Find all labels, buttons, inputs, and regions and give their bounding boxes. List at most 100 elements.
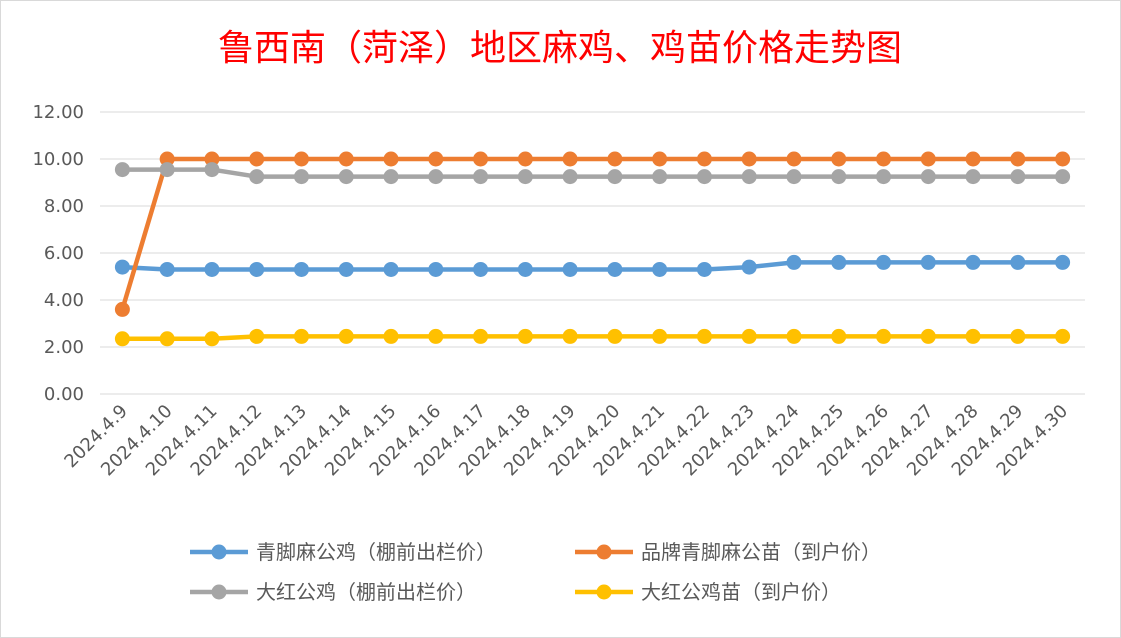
- data-point: [1010, 254, 1026, 270]
- legend: 青脚麻公鸡（棚前出栏价） 品牌青脚麻公苗（到户价） 大红公鸡（棚前出栏价） 大红公鸡苗…: [190, 540, 881, 604]
- data-point: [741, 151, 757, 167]
- data-point: [562, 328, 578, 344]
- series-3: [114, 328, 1071, 347]
- data-point: [965, 328, 981, 344]
- data-point: [696, 261, 712, 277]
- series-line-1: [120, 156, 1065, 312]
- data-point: [383, 328, 399, 344]
- data-point: [293, 151, 309, 167]
- data-point: [159, 151, 175, 167]
- data-point: [876, 151, 892, 167]
- y-tick-label: 10.00: [32, 149, 84, 170]
- data-point: [696, 328, 712, 344]
- y-tick-label: 12.00: [32, 102, 84, 123]
- y-tick-label: 6.00: [44, 243, 84, 264]
- data-point: [517, 151, 533, 167]
- data-point: [428, 169, 444, 185]
- data-point: [920, 254, 936, 270]
- y-axis-ticks: 0.00 2.00 4.00 6.00 8.00 10.00 12.00: [32, 102, 84, 405]
- data-point: [741, 259, 757, 275]
- data-point: [383, 169, 399, 185]
- data-point: [607, 169, 623, 185]
- x-axis-ticks: 2024.4.92024.4.102024.4.112024.4.122024.…: [60, 401, 1072, 481]
- data-point: [920, 328, 936, 344]
- series-0: [114, 254, 1071, 277]
- data-point: [786, 328, 802, 344]
- data-point: [114, 331, 130, 347]
- data-point: [159, 331, 175, 347]
- data-point: [204, 151, 220, 167]
- data-point: [159, 261, 175, 277]
- data-point: [428, 151, 444, 167]
- data-point: [831, 169, 847, 185]
- y-tick-label: 8.00: [44, 196, 84, 217]
- data-point: [831, 151, 847, 167]
- legend-label: 大红公鸡（棚前出栏价）: [256, 580, 476, 604]
- legend-item-2: 大红公鸡（棚前出栏价）: [190, 580, 476, 604]
- data-point: [652, 328, 668, 344]
- data-point: [831, 328, 847, 344]
- data-point: [607, 261, 623, 277]
- data-point: [517, 169, 533, 185]
- data-point: [249, 261, 265, 277]
- legend-swatch-marker: [596, 584, 612, 600]
- data-point: [517, 328, 533, 344]
- data-point: [1010, 169, 1026, 185]
- gridlines: [100, 111, 1085, 395]
- data-point: [338, 328, 354, 344]
- data-point: [338, 151, 354, 167]
- data-point: [562, 169, 578, 185]
- data-point: [876, 169, 892, 185]
- data-point: [293, 328, 309, 344]
- data-point: [473, 328, 489, 344]
- data-point: [741, 328, 757, 344]
- data-point: [652, 169, 668, 185]
- data-point: [338, 261, 354, 277]
- data-point: [965, 151, 981, 167]
- data-point: [786, 151, 802, 167]
- y-tick-label: 4.00: [44, 290, 84, 311]
- series-1: [114, 151, 1071, 317]
- data-point: [1055, 169, 1071, 185]
- data-point: [876, 254, 892, 270]
- data-point: [920, 169, 936, 185]
- data-point: [1055, 328, 1071, 344]
- legend-item-1: 品牌青脚麻公苗（到户价）: [575, 540, 881, 564]
- data-point: [786, 254, 802, 270]
- data-point: [876, 328, 892, 344]
- chart-title: 鲁西南（菏泽）地区麻鸡、鸡苗价格走势图: [218, 28, 902, 69]
- data-point: [428, 328, 444, 344]
- data-point: [114, 162, 130, 178]
- data-point: [114, 259, 130, 275]
- data-point: [831, 254, 847, 270]
- data-point: [965, 169, 981, 185]
- legend-swatch-marker: [596, 544, 612, 560]
- series-layer: [114, 151, 1071, 347]
- data-point: [383, 151, 399, 167]
- data-point: [1010, 151, 1026, 167]
- legend-item-3: 大红公鸡苗（到户价）: [575, 580, 841, 604]
- data-point: [696, 151, 712, 167]
- data-point: [607, 328, 623, 344]
- data-point: [249, 151, 265, 167]
- data-point: [786, 169, 802, 185]
- data-point: [204, 261, 220, 277]
- data-point: [1010, 328, 1026, 344]
- data-point: [428, 261, 444, 277]
- series-line-0: [120, 260, 1065, 272]
- legend-item-0: 青脚麻公鸡（棚前出栏价）: [190, 540, 496, 564]
- data-point: [204, 162, 220, 178]
- series-line-2: [120, 167, 1065, 179]
- data-point: [517, 261, 533, 277]
- data-point: [741, 169, 757, 185]
- legend-label: 青脚麻公鸡（棚前出栏价）: [256, 540, 496, 564]
- legend-swatch-marker: [211, 584, 227, 600]
- data-point: [652, 261, 668, 277]
- data-point: [204, 331, 220, 347]
- legend-label: 品牌青脚麻公苗（到户价）: [641, 540, 881, 564]
- data-point: [1055, 151, 1071, 167]
- data-point: [159, 162, 175, 178]
- data-point: [1055, 254, 1071, 270]
- data-point: [293, 261, 309, 277]
